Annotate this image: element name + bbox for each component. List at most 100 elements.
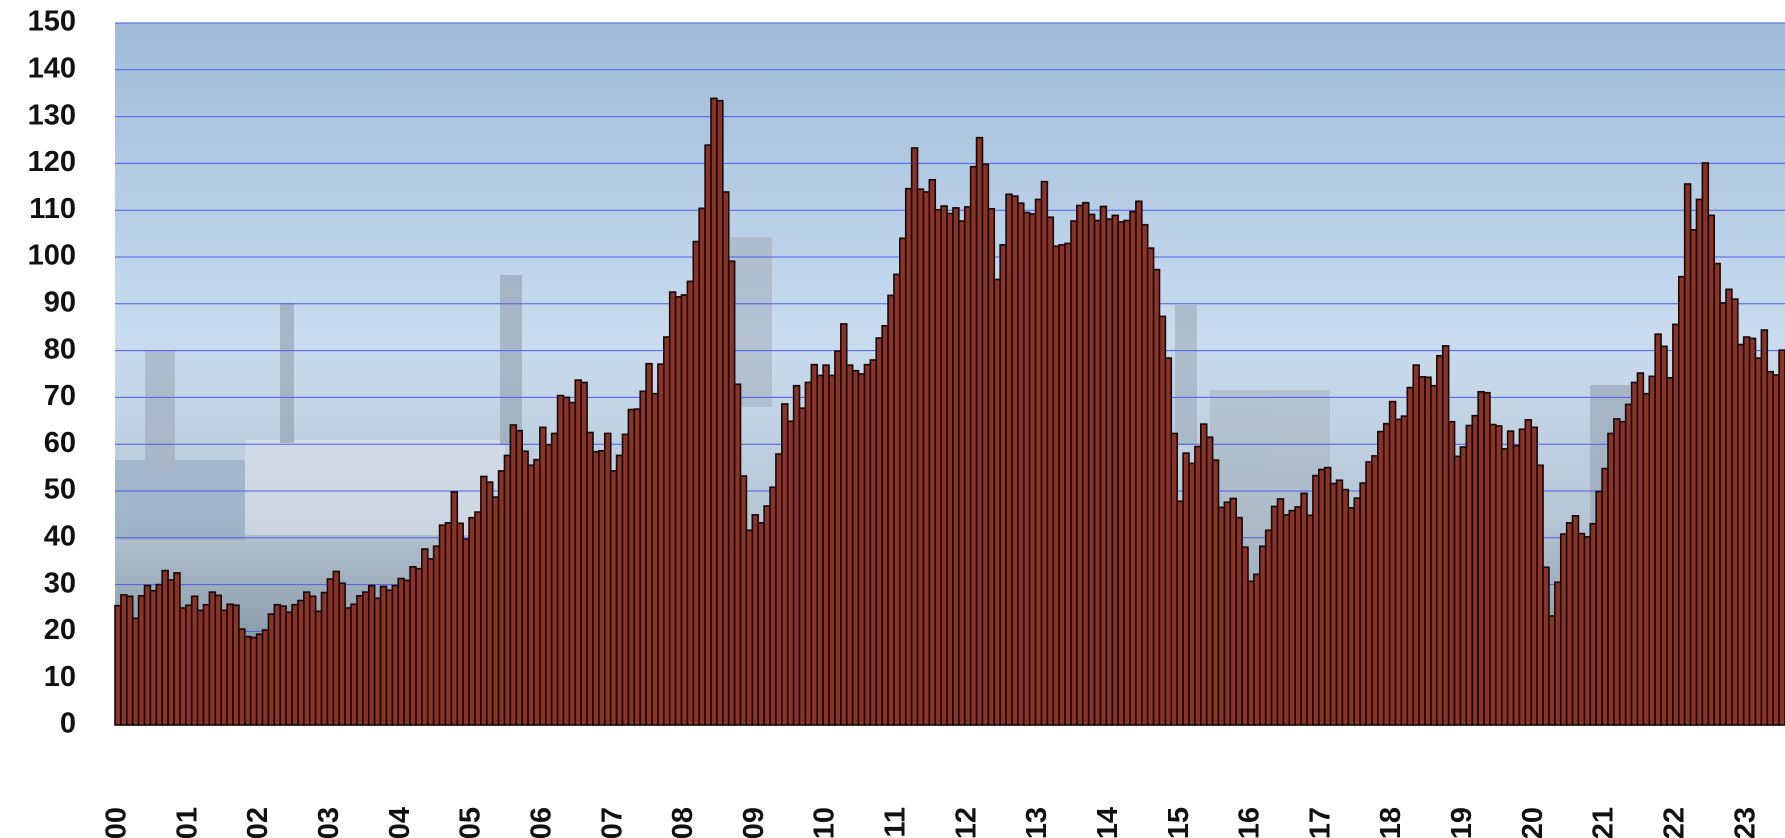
bar (733, 383, 742, 726)
bar (338, 582, 346, 726)
y-tick-label: 40 (44, 520, 76, 552)
x-tick-label: 2022 (1658, 807, 1690, 838)
bar (822, 364, 830, 726)
bar (1111, 214, 1119, 726)
bar (539, 426, 547, 726)
bar (1306, 514, 1314, 726)
bar (1312, 474, 1320, 726)
bar (1300, 492, 1308, 726)
bar (716, 99, 724, 726)
bar (214, 594, 223, 726)
y-tick-label: 20 (44, 614, 76, 646)
bar (1760, 329, 1769, 726)
bar (1471, 414, 1479, 726)
bar (426, 558, 435, 726)
bar (1459, 446, 1468, 726)
bar (1477, 390, 1485, 726)
bar (1323, 466, 1332, 726)
bar (190, 595, 199, 726)
bar (1070, 220, 1078, 726)
bar (1182, 452, 1190, 726)
bar (391, 584, 400, 726)
bar (969, 165, 978, 726)
x-tick-label: 2015 (1163, 807, 1195, 838)
bar (1382, 422, 1391, 726)
bar (155, 583, 164, 726)
bar (196, 609, 205, 726)
bar (1288, 509, 1297, 726)
bar (1506, 430, 1515, 726)
y-tick-label: 120 (28, 146, 76, 178)
bar (1725, 288, 1733, 726)
bar (1270, 505, 1279, 726)
y-tick-label: 90 (44, 286, 76, 318)
bar (952, 207, 960, 726)
bar (1618, 420, 1627, 726)
bar (1489, 423, 1497, 726)
bar (651, 392, 659, 726)
x-tick-label: 2018 (1375, 807, 1407, 838)
bar (356, 595, 364, 726)
bar (810, 363, 819, 726)
bar (232, 604, 240, 726)
x-tick-label: 2014 (1092, 807, 1124, 838)
bar (1624, 403, 1633, 726)
bar (220, 609, 228, 726)
bar (244, 635, 252, 726)
bar (1264, 529, 1273, 726)
bar (615, 454, 624, 726)
bar (698, 207, 706, 726)
bar (934, 208, 942, 726)
bar (845, 364, 854, 726)
bar (657, 363, 665, 726)
bar (1530, 426, 1538, 726)
bar (202, 603, 211, 726)
bar (745, 529, 754, 726)
bar (887, 294, 895, 726)
bar (722, 191, 730, 726)
bar (1648, 375, 1656, 726)
bar (308, 595, 317, 726)
bar (668, 291, 677, 726)
bar (1123, 219, 1131, 726)
bar (775, 453, 783, 726)
bar (143, 584, 152, 726)
bar (1441, 345, 1450, 726)
bar (1353, 497, 1361, 726)
bar (975, 136, 984, 726)
bar (515, 429, 523, 726)
x-tick-label: 2019 (1446, 807, 1478, 838)
bar (1571, 515, 1580, 726)
x-tick-label: 2006 (525, 807, 557, 838)
bar (1011, 195, 1019, 726)
bar (863, 363, 872, 726)
bar (409, 566, 417, 726)
bar (1194, 445, 1202, 726)
bar (727, 260, 736, 726)
bar (1577, 532, 1586, 726)
bar (1595, 490, 1603, 726)
x-tick-label: 2016 (1234, 807, 1266, 838)
bar (1022, 211, 1031, 726)
bar (1636, 372, 1645, 726)
y-tick-label: 130 (28, 99, 76, 131)
bar (1748, 337, 1757, 726)
bar (946, 212, 954, 726)
bar (781, 403, 789, 726)
bar (385, 589, 394, 726)
bar (1105, 218, 1114, 726)
bar (491, 496, 500, 726)
y-tick-label: 110 (29, 193, 76, 225)
bar (397, 577, 405, 726)
bar (497, 470, 506, 726)
bar (1318, 468, 1326, 726)
bar (786, 420, 795, 726)
bar (550, 432, 559, 726)
bar (851, 369, 860, 726)
bar (1707, 214, 1715, 726)
x-tick-label: 2008 (667, 807, 699, 838)
bar (1613, 418, 1621, 726)
bar (869, 359, 878, 726)
